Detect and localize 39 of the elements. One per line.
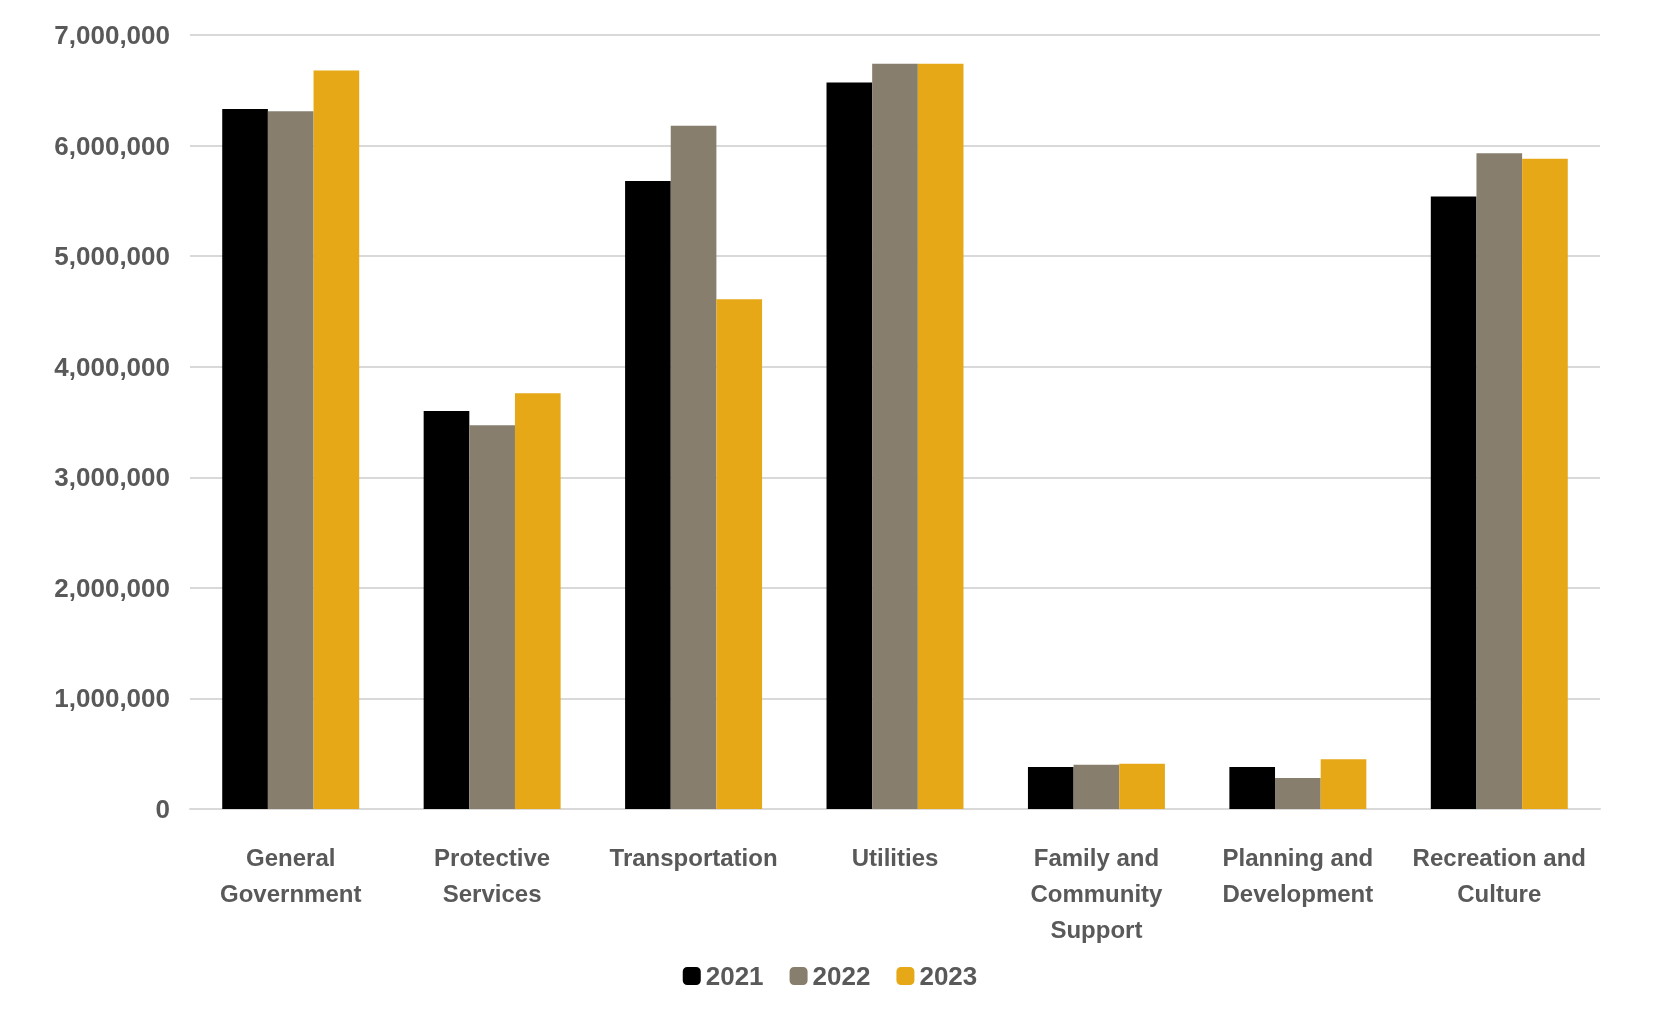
- bar: [716, 299, 763, 809]
- bar: [1430, 196, 1477, 809]
- bar: [1119, 763, 1165, 809]
- bar: [826, 82, 873, 809]
- legend-label: 2022: [812, 961, 871, 991]
- y-tick-label: 0: [155, 794, 170, 824]
- bar: [267, 111, 314, 809]
- bar: [625, 180, 671, 809]
- bar: [1522, 158, 1568, 809]
- y-tick-label: 6,000,000: [54, 130, 170, 161]
- y-tick-label: 4,000,000: [54, 351, 170, 382]
- x-tick-label: Utilities: [851, 843, 939, 871]
- x-tick-label: Recreation and Culture: [1412, 843, 1586, 907]
- bar: [423, 410, 470, 809]
- bar: [1275, 778, 1321, 809]
- y-tick-label: 7,000,000: [54, 20, 170, 50]
- y-tick-label: 5,000,000: [54, 241, 170, 272]
- x-tick-label: Family and Community Support: [1030, 843, 1164, 943]
- x-tick-label: Protective Services: [434, 843, 551, 907]
- bar: [222, 109, 268, 809]
- bar: [313, 70, 360, 809]
- bar: [514, 393, 561, 809]
- x-tick-label: Transportation: [609, 843, 778, 871]
- x-tick-label: Planning and Development: [1222, 843, 1374, 907]
- bar: [1229, 766, 1276, 809]
- bar: [1073, 764, 1120, 809]
- bar: [469, 425, 515, 809]
- bar: [1476, 153, 1523, 809]
- bar: [670, 125, 717, 809]
- legend-label: 2023: [919, 961, 978, 991]
- x-tick-label: General Government: [220, 843, 362, 907]
- bar: [872, 63, 918, 809]
- bar: [1027, 766, 1074, 809]
- y-tick-label: 2,000,000: [54, 572, 170, 603]
- bar: [1320, 759, 1367, 809]
- bar: [917, 63, 964, 809]
- legend-label: 2021: [705, 961, 764, 991]
- y-tick-label: 1,000,000: [54, 683, 170, 714]
- y-tick-label: 3,000,000: [54, 462, 170, 493]
